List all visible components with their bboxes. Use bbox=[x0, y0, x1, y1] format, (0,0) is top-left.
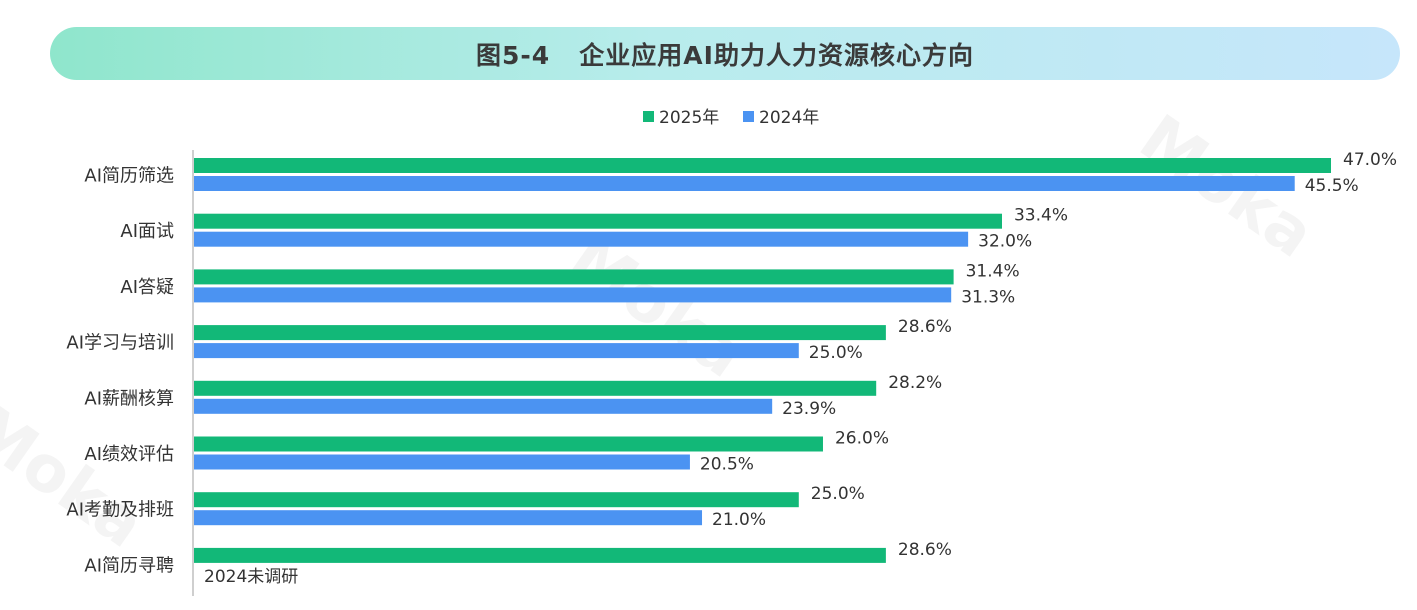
bar-2025 bbox=[194, 213, 1002, 229]
category-label: AI面试 bbox=[120, 221, 174, 242]
bar-2025 bbox=[194, 380, 877, 396]
bar-2024 bbox=[194, 510, 703, 526]
data-label-2024: 23.9% bbox=[782, 399, 836, 419]
bar-2025 bbox=[194, 547, 886, 563]
title-banner: 图5-4 企业应用AI助力人力资源核心方向 bbox=[50, 27, 1400, 80]
legend-swatch-1 bbox=[643, 111, 654, 122]
data-label-2024: 20.5% bbox=[700, 455, 754, 475]
bar-2025 bbox=[194, 269, 954, 285]
bar-2025 bbox=[194, 158, 1331, 173]
not-surveyed-note: 2024未调研 bbox=[204, 567, 298, 587]
data-label-2025: 28.6% bbox=[898, 540, 952, 560]
data-label-2024: 45.5% bbox=[1305, 176, 1359, 196]
data-label-2024: 25.0% bbox=[809, 343, 863, 363]
bar-2025 bbox=[194, 436, 823, 452]
bar-2024 bbox=[194, 287, 952, 303]
data-label-2025: 33.4% bbox=[1014, 206, 1068, 226]
bar-2024 bbox=[194, 454, 690, 470]
figure-title: 图5-4 企业应用AI助力人力资源核心方向 bbox=[476, 40, 974, 70]
legend-label-1: 2025年 bbox=[659, 108, 719, 128]
category-label: AI简历寻聘 bbox=[84, 555, 174, 576]
legend: 2025年 2024年 bbox=[643, 108, 819, 128]
category-label: AI简历筛选 bbox=[84, 166, 174, 187]
category-label: AI答疑 bbox=[120, 277, 174, 298]
data-label-2025: 47.0% bbox=[1343, 150, 1397, 170]
data-label-2024: 31.3% bbox=[961, 287, 1015, 307]
category-label: AI考勤及排班 bbox=[66, 500, 174, 521]
bar-2024 bbox=[194, 231, 969, 247]
category-label: AI绩效评估 bbox=[84, 444, 174, 465]
bar-2024 bbox=[194, 398, 773, 414]
bar-2024 bbox=[194, 343, 799, 359]
data-label-2025: 31.4% bbox=[966, 261, 1020, 281]
bar-2025 bbox=[194, 325, 886, 341]
legend-swatch-2 bbox=[743, 111, 754, 122]
data-label-2025: 25.0% bbox=[811, 484, 865, 504]
category-label: AI学习与培训 bbox=[66, 333, 174, 354]
category-label: AI薪酬核算 bbox=[84, 388, 174, 409]
data-label-2025: 28.6% bbox=[898, 317, 952, 337]
bar-2025 bbox=[194, 492, 799, 508]
data-label-2025: 26.0% bbox=[835, 429, 889, 449]
bar-2024 bbox=[194, 176, 1295, 191]
data-label-2025: 28.2% bbox=[888, 373, 942, 393]
data-label-2024: 21.0% bbox=[712, 510, 766, 530]
data-label-2024: 32.0% bbox=[978, 232, 1032, 252]
legend-label-2: 2024年 bbox=[759, 108, 819, 128]
